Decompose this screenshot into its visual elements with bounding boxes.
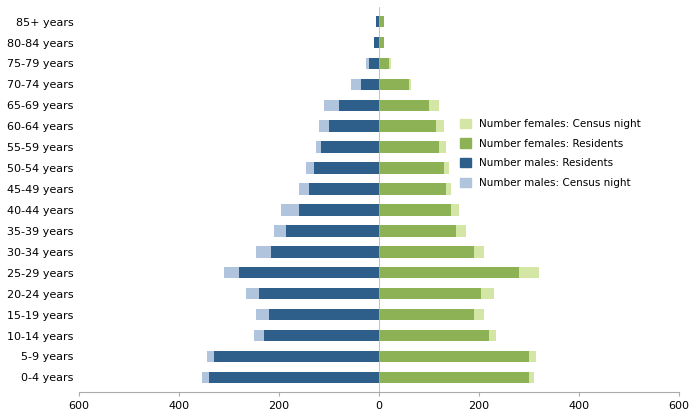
Bar [379,225,466,237]
Bar [377,16,379,27]
Bar [274,225,379,237]
Bar [322,141,379,153]
Bar [366,58,379,69]
Bar [379,183,451,195]
Bar [269,309,379,320]
Bar [329,120,379,132]
Bar [379,309,484,320]
Bar [207,351,379,362]
Bar [377,16,379,27]
Bar [374,37,379,48]
Bar [379,162,444,174]
Bar [281,204,379,216]
Bar [379,351,536,362]
Bar [379,120,444,132]
Bar [224,267,379,278]
Bar [254,330,379,341]
Bar [306,162,379,174]
Bar [264,330,379,341]
Bar [379,309,474,320]
Bar [379,183,446,195]
Bar [379,79,409,90]
Bar [209,372,379,383]
Bar [299,204,379,216]
Bar [379,16,383,27]
Bar [314,162,379,174]
Legend: Number females: Census night, Number females: Residents, Number males: Residents: Number females: Census night, Number fem… [456,115,644,192]
Bar [317,141,379,153]
Bar [339,99,379,111]
Bar [379,288,481,299]
Bar [246,288,379,299]
Bar [379,330,489,341]
Bar [379,141,446,153]
Bar [379,141,438,153]
Bar [379,99,429,111]
Bar [379,58,391,69]
Bar [379,372,529,383]
Bar [369,58,379,69]
Bar [379,99,438,111]
Bar [379,204,451,216]
Bar [379,162,449,174]
Bar [379,246,484,257]
Bar [379,246,474,257]
Bar [271,246,379,257]
Bar [351,79,379,90]
Bar [324,99,379,111]
Bar [379,267,519,278]
Bar [379,330,496,341]
Bar [379,288,493,299]
Bar [374,37,379,48]
Bar [379,351,529,362]
Bar [379,37,383,48]
Bar [299,183,379,195]
Bar [379,204,459,216]
Bar [256,246,379,257]
Bar [256,309,379,320]
Bar [239,267,379,278]
Bar [361,79,379,90]
Bar [379,37,383,48]
Bar [379,58,389,69]
Bar [379,79,411,90]
Bar [202,372,379,383]
Bar [379,120,436,132]
Bar [287,225,379,237]
Bar [259,288,379,299]
Bar [379,16,383,27]
Bar [379,225,457,237]
Bar [309,183,379,195]
Bar [319,120,379,132]
Bar [379,372,534,383]
Bar [379,267,539,278]
Bar [214,351,379,362]
